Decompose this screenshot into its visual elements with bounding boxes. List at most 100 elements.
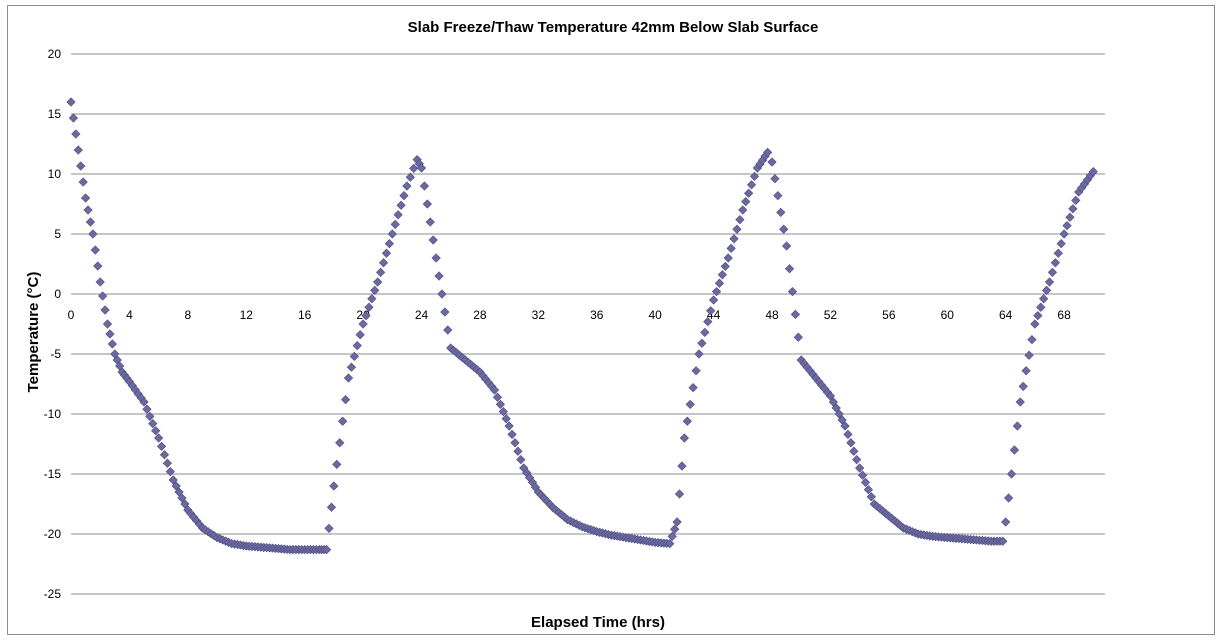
data-point xyxy=(352,340,362,351)
data-point xyxy=(781,241,792,251)
data-point xyxy=(326,502,337,512)
data-point xyxy=(168,475,178,485)
data-point xyxy=(1001,517,1011,527)
data-point xyxy=(68,113,79,123)
data-point xyxy=(998,536,1008,546)
data-point xyxy=(688,382,698,393)
data-point xyxy=(396,200,406,210)
x-tick-label: 52 xyxy=(824,308,838,322)
data-point xyxy=(495,399,505,410)
data-point xyxy=(100,305,110,315)
data-point xyxy=(849,446,859,456)
data-point xyxy=(700,327,710,338)
data-point xyxy=(151,426,161,436)
data-point xyxy=(749,171,760,182)
data-point xyxy=(717,270,727,280)
data-point xyxy=(787,286,798,297)
data-point xyxy=(708,295,719,305)
data-point xyxy=(1024,350,1034,360)
data-point xyxy=(1044,277,1055,287)
data-point xyxy=(706,306,716,316)
data-point xyxy=(329,481,339,491)
x-tick-label: 12 xyxy=(240,308,254,322)
y-tick-label: -25 xyxy=(44,587,62,601)
data-point xyxy=(76,161,86,171)
data-point xyxy=(1065,212,1075,222)
data-point xyxy=(321,544,332,555)
data-point xyxy=(504,421,514,431)
data-point xyxy=(1012,421,1022,431)
data-point xyxy=(1021,366,1031,376)
data-point xyxy=(440,307,450,317)
data-point xyxy=(148,418,158,429)
y-axis-ticks: 20 15 10 5 0 -5 -10 -15 -20 -25 xyxy=(44,47,62,601)
data-point xyxy=(1053,248,1063,258)
data-point xyxy=(416,163,427,173)
data-point xyxy=(685,399,695,410)
data-point xyxy=(1003,493,1014,503)
data-point xyxy=(837,415,847,425)
x-axis-ticks: 048121620242832364044485256606468 xyxy=(68,308,1071,322)
data-point xyxy=(370,285,380,296)
data-point xyxy=(1059,229,1069,239)
data-point xyxy=(71,129,81,139)
data-point xyxy=(860,477,871,488)
data-point xyxy=(779,224,789,234)
x-tick-label: 8 xyxy=(184,308,191,322)
data-point xyxy=(670,524,680,534)
data-point xyxy=(1056,238,1066,249)
data-point xyxy=(139,397,149,407)
data-point xyxy=(443,325,453,335)
x-tick-label: 68 xyxy=(1057,308,1071,322)
data-point xyxy=(159,450,170,460)
data-point xyxy=(1033,310,1043,321)
data-point xyxy=(828,397,838,407)
data-point xyxy=(665,538,675,549)
data-point xyxy=(831,403,841,413)
x-tick-label: 28 xyxy=(473,308,487,322)
data-point xyxy=(402,181,412,191)
data-point xyxy=(694,349,704,359)
data-point xyxy=(732,224,742,234)
data-point xyxy=(1027,334,1037,345)
data-point xyxy=(855,463,865,473)
data-point xyxy=(437,289,447,299)
data-point xyxy=(1047,267,1058,278)
data-point xyxy=(358,319,368,329)
data-point xyxy=(857,470,868,480)
x-tick-label: 32 xyxy=(532,308,546,322)
data-point xyxy=(355,330,365,340)
data-point xyxy=(338,416,348,426)
data-point xyxy=(672,517,682,527)
y-tick-label: -20 xyxy=(44,527,62,541)
data-point xyxy=(335,438,345,448)
data-point xyxy=(343,373,354,383)
data-point xyxy=(419,181,430,191)
data-point xyxy=(105,329,115,339)
data-point xyxy=(78,177,88,187)
y-tick-label: 15 xyxy=(48,107,62,121)
chart-title: Slab Freeze/Thaw Temperature 42mm Below … xyxy=(408,19,819,36)
data-point xyxy=(729,234,739,244)
data-point xyxy=(507,429,517,440)
data-point xyxy=(349,351,359,362)
data-point xyxy=(1036,302,1046,312)
data-point xyxy=(763,147,773,158)
data-point xyxy=(498,406,508,417)
data-point xyxy=(364,302,374,312)
y-tick-label: -5 xyxy=(50,347,61,361)
data-point xyxy=(1030,319,1040,329)
data-point xyxy=(73,145,83,155)
data-point xyxy=(98,291,108,301)
data-point xyxy=(1062,220,1072,231)
data-point xyxy=(843,429,853,440)
data-point xyxy=(667,531,677,542)
data-point xyxy=(776,207,786,218)
data-point xyxy=(367,294,377,304)
data-point xyxy=(346,362,357,372)
data-point xyxy=(171,481,181,491)
data-point xyxy=(66,97,76,107)
data-point xyxy=(767,157,777,167)
data-point xyxy=(863,484,874,495)
data-point xyxy=(381,248,392,258)
